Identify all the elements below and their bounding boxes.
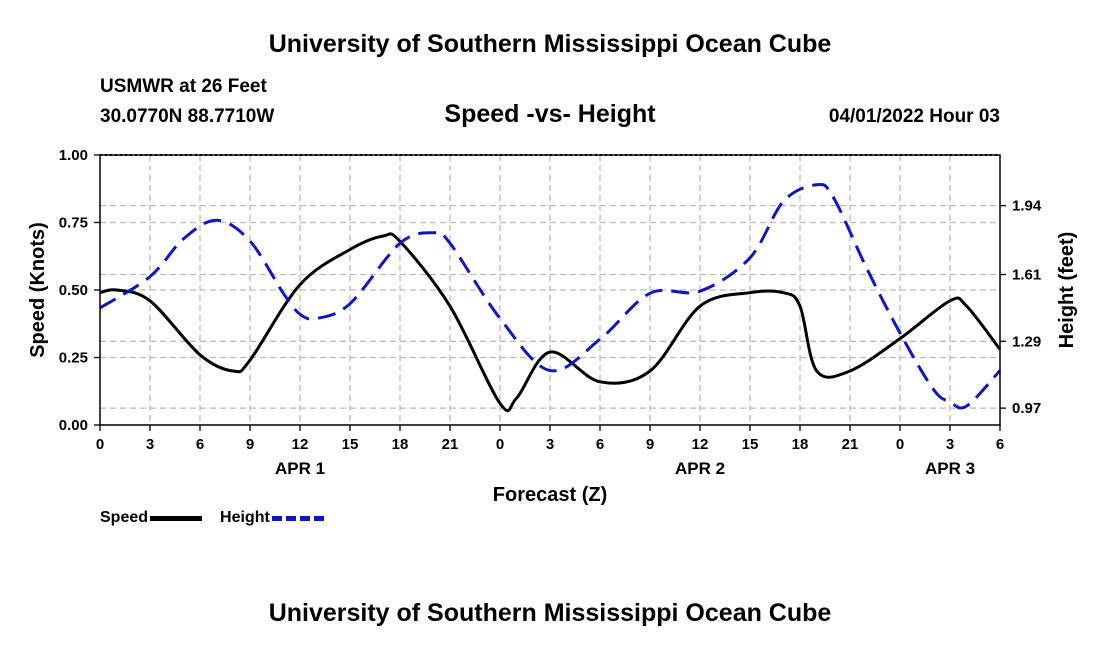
series-line-height (99, 182, 1002, 410)
date-label: APR 1 (275, 459, 325, 478)
station-label: USMWR at 26 Feet (100, 76, 267, 97)
x-tick-label: 3 (946, 436, 954, 453)
legend-item-height: Height (220, 509, 324, 527)
legend-swatch-height (271, 515, 324, 521)
x-tick-label: 3 (546, 436, 554, 453)
x-tick-label: 18 (392, 436, 409, 453)
x-tick-label: 21 (442, 436, 459, 453)
x-tick-label: 12 (292, 436, 309, 453)
footer-title: University of Southern Mississippi Ocean… (268, 599, 832, 627)
x-tick-label: 6 (596, 436, 604, 453)
x-tick-label: 15 (342, 436, 359, 453)
x-tick-label: 0 (496, 436, 504, 453)
forecast-datetime: 04/01/2022 Hour 03 (828, 106, 1000, 127)
x-tick-label: 0 (896, 436, 904, 453)
x-tick-label: 21 (842, 436, 859, 453)
x-tick-label: 0 (96, 436, 104, 453)
legend-label-speed: Speed (100, 509, 149, 526)
date-label: APR 3 (925, 459, 975, 478)
legend-swatch-speed (150, 515, 203, 521)
axes: 0 3 6 9 12 15 18 21 0 3 6 9 12 15 18 21 0 3 6 0.00 0.25 0.50 0… (59, 147, 1042, 478)
y2-axis-title: Height (feet) (1056, 232, 1078, 349)
legend-item-speed: Speed (100, 509, 203, 527)
x-tick-label: 12 (692, 436, 709, 453)
y2-tick-label: 1.94 (1012, 198, 1042, 215)
series-lines (99, 182, 1002, 413)
x-tick-label: 9 (246, 436, 254, 453)
x-tick-label: 9 (646, 436, 654, 453)
chart-title: Speed -vs- Height (444, 100, 656, 128)
legend: Speed Height (100, 509, 342, 527)
grid-lines (100, 155, 1000, 425)
x-tick-label: 15 (742, 436, 759, 453)
y2-tick-label: 0.97 (1012, 400, 1041, 417)
series-line-speed (99, 232, 1002, 413)
legend-label-height: Height (220, 509, 270, 526)
x-tick-label: 6 (996, 436, 1004, 453)
y-tick-label: 0.50 (59, 282, 88, 299)
y2-tick-label: 1.61 (1012, 267, 1041, 284)
x-axis-title: Forecast (Z) (493, 484, 607, 506)
page-title: University of Southern Mississippi Ocean… (268, 30, 832, 58)
y-tick-label: 0.25 (59, 350, 88, 367)
y-tick-label: 0.00 (59, 417, 88, 434)
x-tick-label: 6 (196, 436, 204, 453)
x-tick-label: 18 (792, 436, 809, 453)
y-tick-label: 1.00 (59, 147, 88, 164)
y-axis-title: Speed (Knots) (27, 222, 49, 358)
y-tick-label: 0.75 (59, 215, 88, 232)
date-label: APR 2 (675, 459, 725, 478)
x-tick-label: 3 (146, 436, 154, 453)
station-coordinates: 30.0770N 88.7710W (100, 106, 275, 127)
y2-tick-label: 1.29 (1012, 333, 1041, 350)
